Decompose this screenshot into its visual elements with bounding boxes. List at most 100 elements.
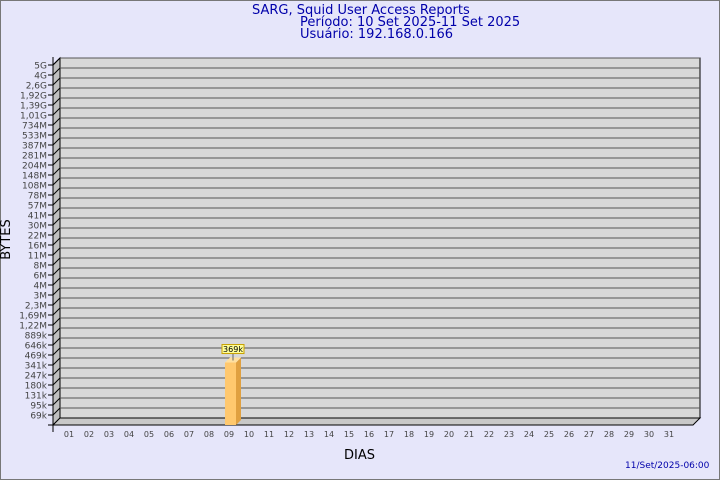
x-tick-label: 27 — [584, 430, 594, 439]
y-tick-label: 469k — [25, 352, 48, 362]
y-tick-depth — [52, 397, 61, 406]
y-tick-label: 78M — [28, 192, 47, 202]
x-tick-label: 29 — [624, 430, 634, 439]
x-tick-label: 12 — [284, 430, 294, 439]
y-tick-depth — [52, 257, 61, 266]
y-tick-label: 22M — [28, 232, 47, 242]
y-tick-depth — [52, 67, 61, 76]
y-tick-label: 646k — [25, 342, 48, 352]
y-tick-depth — [52, 357, 61, 366]
y-tick-label: 95k — [30, 402, 47, 412]
y-tick-depth — [52, 307, 61, 316]
y-tick-depth — [52, 287, 61, 296]
y-tick-depth — [52, 317, 61, 326]
y-tick-label: 69k — [30, 412, 47, 422]
y-tick-label: 2,3M — [25, 302, 47, 312]
y-tick-depth — [52, 97, 61, 106]
x-tick-label: 25 — [544, 430, 554, 439]
y-tick-label: 4M — [34, 282, 48, 292]
x-tick-label: 18 — [404, 430, 414, 439]
y-tick-depth — [52, 147, 61, 156]
y-tick-label: 889k — [25, 332, 48, 342]
y-tick-label: 16M — [28, 242, 47, 252]
y-tick-label: 11M — [28, 252, 47, 262]
x-tick-label: 21 — [464, 430, 474, 439]
y-tick-depth — [52, 267, 61, 276]
y-tick-depth — [52, 217, 61, 226]
y-tick-label: 1,01G — [20, 112, 47, 122]
y-tick-label: 1,39G — [20, 102, 47, 112]
x-tick-label: 11 — [264, 430, 274, 439]
x-tick-label: 02 — [84, 430, 94, 439]
y-tick-depth — [52, 367, 61, 376]
x-tick-label: 01 — [64, 430, 74, 439]
y-tick-label: 387M — [22, 142, 47, 152]
y-tick-label: 1,92G — [20, 92, 47, 102]
x-tick-label: 14 — [324, 430, 334, 439]
y-tick-depth — [52, 247, 61, 256]
y-tick-depth — [52, 177, 61, 186]
x-tick-label: 05 — [144, 430, 154, 439]
data-label: 369k — [223, 345, 243, 354]
y-tick-label: 6M — [34, 272, 48, 282]
y-tick-label: 341k — [25, 362, 48, 372]
y-tick-depth — [52, 377, 61, 386]
bar — [225, 362, 236, 425]
y-tick-depth — [52, 387, 61, 396]
data-label-box — [221, 344, 245, 355]
x-tick-label: 19 — [424, 430, 434, 439]
x-tick-label: 26 — [564, 430, 574, 439]
y-tick-label: 57M — [28, 202, 47, 212]
y-tick-label: 41M — [28, 212, 47, 222]
x-axis-label: DIAS — [344, 448, 375, 463]
y-tick-depth — [52, 127, 61, 136]
y-tick-depth — [52, 107, 61, 116]
y-tick-depth — [52, 277, 61, 286]
x-tick-label: 03 — [104, 430, 114, 439]
y-tick-depth — [52, 197, 61, 206]
x-tick-label: 16 — [364, 430, 374, 439]
y-tick-depth — [52, 77, 61, 86]
y-tick-depth — [52, 57, 61, 66]
x-tick-label: 09 — [224, 430, 234, 439]
y-tick-depth — [52, 87, 61, 96]
y-tick-depth — [52, 237, 61, 246]
y-tick-label: 734M — [22, 122, 47, 132]
y-tick-depth — [52, 207, 61, 216]
chart-period: Período: 10 Set 2025-11 Set 2025 — [300, 15, 521, 30]
y-tick-label: 30M — [28, 222, 47, 232]
y-tick-depth — [52, 137, 61, 146]
y-tick-label: 8M — [34, 262, 48, 272]
y-tick-label: 180k — [25, 382, 48, 392]
y-tick-depth — [52, 227, 61, 236]
x-tick-label: 28 — [604, 430, 614, 439]
x-tick-label: 22 — [484, 430, 494, 439]
y-tick-depth — [52, 297, 61, 306]
x-tick-label: 04 — [124, 430, 134, 439]
y-tick-label: 4G — [34, 72, 47, 82]
chart-user: Usuário: 192.168.0.166 — [300, 27, 454, 42]
plot-floor — [51, 417, 702, 426]
x-tick-label: 31 — [664, 430, 674, 439]
y-tick-label: 2,6G — [26, 82, 47, 92]
y-tick-label: 108M — [22, 182, 47, 192]
y-tick-label: 3M — [34, 292, 48, 302]
y-tick-depth — [52, 167, 61, 176]
chart-title: SARG, Squid User Access Reports — [252, 3, 470, 18]
x-tick-label: 23 — [504, 430, 514, 439]
x-tick-label: 17 — [384, 430, 394, 439]
y-tick-depth — [52, 327, 61, 336]
chart-timestamp: 11/Set/2025-06:00 — [625, 461, 710, 471]
y-tick-label: 1,69M — [19, 312, 47, 322]
y-tick-label: 5G — [34, 62, 47, 72]
y-tick-label: 247k — [25, 372, 48, 382]
x-tick-label: 24 — [524, 430, 534, 439]
y-tick-depth — [52, 407, 61, 416]
y-tick-label: 148M — [22, 172, 47, 182]
bar-side — [236, 357, 241, 425]
x-tick-label: 08 — [204, 430, 214, 439]
x-tick-label: 07 — [184, 430, 194, 439]
y-tick-depth — [52, 187, 61, 196]
y-tick-depth — [52, 347, 61, 356]
